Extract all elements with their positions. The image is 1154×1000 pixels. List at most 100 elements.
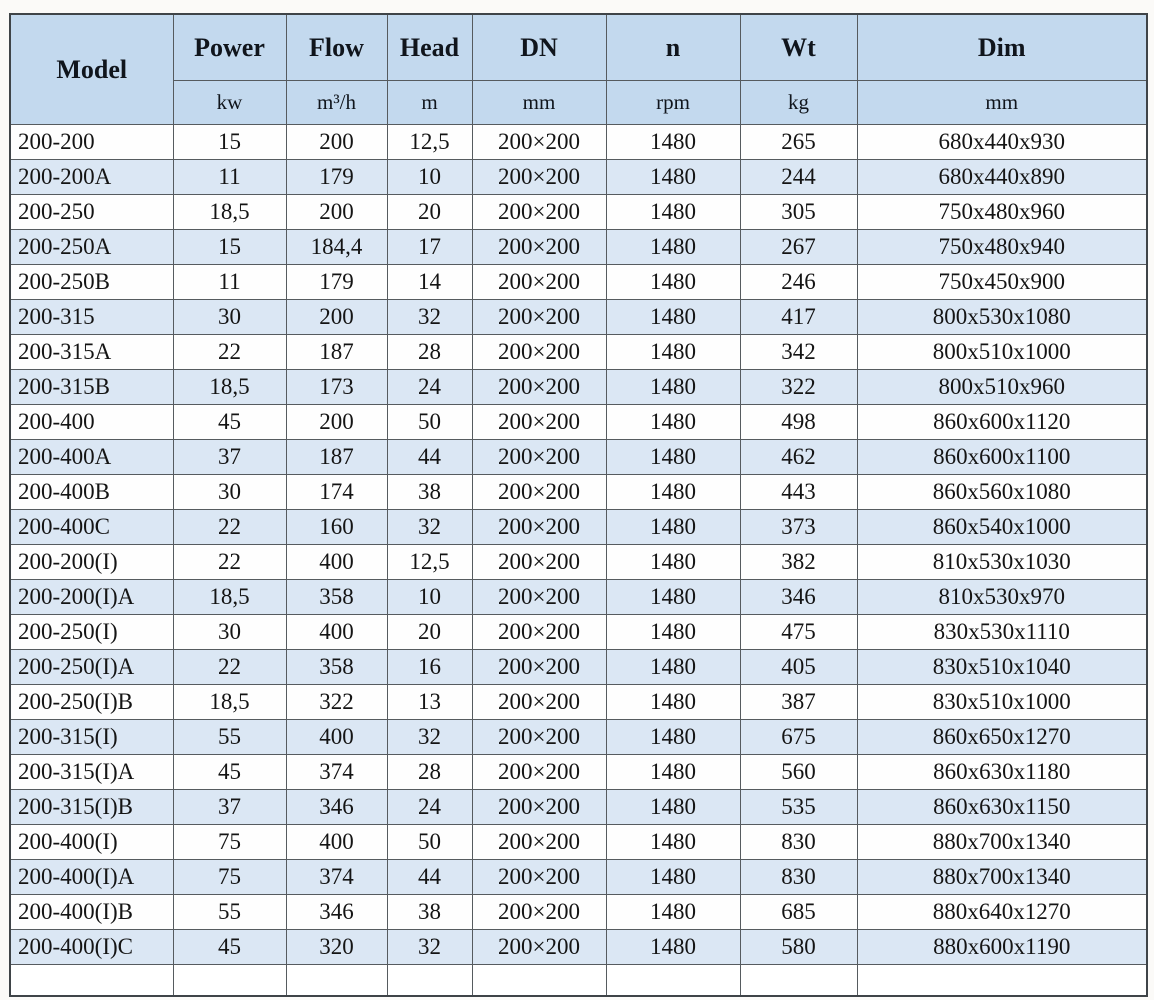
cell-model: 200-315(I)B bbox=[9, 789, 174, 825]
cell-wt: 498 bbox=[739, 404, 858, 440]
cell-dn: 200×200 bbox=[471, 579, 607, 615]
cell-model: 200-200(I) bbox=[9, 544, 174, 580]
cell-head: 38 bbox=[386, 474, 473, 510]
cell-empty bbox=[285, 964, 388, 997]
cell-power: 55 bbox=[172, 719, 287, 755]
cell-dn: 200×200 bbox=[471, 439, 607, 475]
table-row: 200-400(I)B 55 346 38 200×200 1480 685 880x640x… bbox=[9, 894, 1148, 930]
cell-model: 200-400C bbox=[9, 509, 174, 545]
table-row: 200-250(I)A 22 358 16 200×200 1480 405 830x510x… bbox=[9, 649, 1148, 685]
cell-power: 22 bbox=[172, 544, 287, 580]
cell-dim: 860x560x1080 bbox=[856, 474, 1148, 510]
cell-n: 1480 bbox=[605, 334, 741, 370]
table-row: 200-315B 18,5 173 24 200×200 1480 322 800x510x9… bbox=[9, 369, 1148, 405]
column-header-power: Power bbox=[172, 13, 287, 81]
cell-wt: 346 bbox=[739, 579, 858, 615]
cell-dim: 810x530x1030 bbox=[856, 544, 1148, 580]
cell-model: 200-400(I)A bbox=[9, 859, 174, 895]
cell-n: 1480 bbox=[605, 404, 741, 440]
cell-dn: 200×200 bbox=[471, 544, 607, 580]
cell-power: 30 bbox=[172, 614, 287, 650]
cell-dn: 200×200 bbox=[471, 159, 607, 195]
cell-n: 1480 bbox=[605, 859, 741, 895]
cell-n: 1480 bbox=[605, 159, 741, 195]
cell-power: 30 bbox=[172, 474, 287, 510]
cell-power: 45 bbox=[172, 404, 287, 440]
column-unit-dim: mm bbox=[856, 80, 1148, 125]
cell-wt: 305 bbox=[739, 194, 858, 230]
cell-model: 200-400 bbox=[9, 404, 174, 440]
cell-empty bbox=[605, 964, 741, 997]
table-row: 200-200(I) 22 400 12,5 200×200 1480 382 810x530… bbox=[9, 544, 1148, 580]
cell-wt: 267 bbox=[739, 229, 858, 265]
cell-n: 1480 bbox=[605, 194, 741, 230]
cell-n: 1480 bbox=[605, 719, 741, 755]
cell-dn: 200×200 bbox=[471, 719, 607, 755]
cell-empty bbox=[471, 964, 607, 997]
cell-wt: 417 bbox=[739, 299, 858, 335]
cell-head: 32 bbox=[386, 299, 473, 335]
cell-dim: 810x530x970 bbox=[856, 579, 1148, 615]
table-row: 200-400B 30 174 38 200×200 1480 443 860x560x108… bbox=[9, 474, 1148, 510]
cell-dim: 880x700x1340 bbox=[856, 859, 1148, 895]
cell-power: 15 bbox=[172, 124, 287, 160]
table-row: 200-250(I)B 18,5 322 13 200×200 1480 387 830x51… bbox=[9, 684, 1148, 720]
cell-wt: 342 bbox=[739, 334, 858, 370]
cell-dim: 880x600x1190 bbox=[856, 929, 1148, 965]
cell-head: 50 bbox=[386, 404, 473, 440]
cell-flow: 200 bbox=[285, 404, 388, 440]
cell-flow: 179 bbox=[285, 159, 388, 195]
cell-n: 1480 bbox=[605, 509, 741, 545]
table-row: 200-250A 15 184,4 17 200×200 1480 267 750x480x9… bbox=[9, 229, 1148, 265]
cell-flow: 173 bbox=[285, 369, 388, 405]
cell-power: 37 bbox=[172, 439, 287, 475]
cell-n: 1480 bbox=[605, 684, 741, 720]
cell-empty bbox=[9, 964, 174, 997]
table-header: Model Power Flow Head DN n Wt Dim kw m³/… bbox=[9, 13, 1148, 125]
cell-n: 1480 bbox=[605, 824, 741, 860]
column-unit-dn: mm bbox=[471, 80, 607, 125]
cell-n: 1480 bbox=[605, 474, 741, 510]
cell-dim: 800x530x1080 bbox=[856, 299, 1148, 335]
cell-power: 45 bbox=[172, 754, 287, 790]
cell-n: 1480 bbox=[605, 929, 741, 965]
cell-power: 45 bbox=[172, 929, 287, 965]
table-row: 200-315(I)B 37 346 24 200×200 1480 535 860x630x… bbox=[9, 789, 1148, 825]
cell-dn: 200×200 bbox=[471, 124, 607, 160]
column-unit-n: rpm bbox=[605, 80, 741, 125]
table-row: 200-400A 37 187 44 200×200 1480 462 860x600x110… bbox=[9, 439, 1148, 475]
cell-n: 1480 bbox=[605, 439, 741, 475]
cell-power: 55 bbox=[172, 894, 287, 930]
cell-model: 200-400(I) bbox=[9, 824, 174, 860]
cell-power: 18,5 bbox=[172, 684, 287, 720]
cell-head: 12,5 bbox=[386, 124, 473, 160]
cell-dim: 860x630x1150 bbox=[856, 789, 1148, 825]
cell-flow: 358 bbox=[285, 649, 388, 685]
table-row: 200-200A 11 179 10 200×200 1480 244 680x440x890 bbox=[9, 159, 1148, 195]
table-container: Model Power Flow Head DN n Wt Dim kw m³/… bbox=[9, 13, 1148, 997]
cell-n: 1480 bbox=[605, 754, 741, 790]
cell-wt: 246 bbox=[739, 264, 858, 300]
cell-head: 32 bbox=[386, 929, 473, 965]
cell-flow: 346 bbox=[285, 789, 388, 825]
cell-flow: 346 bbox=[285, 894, 388, 930]
cell-flow: 374 bbox=[285, 859, 388, 895]
cell-flow: 174 bbox=[285, 474, 388, 510]
cell-dn: 200×200 bbox=[471, 894, 607, 930]
cell-dn: 200×200 bbox=[471, 264, 607, 300]
cell-wt: 685 bbox=[739, 894, 858, 930]
cell-n: 1480 bbox=[605, 264, 741, 300]
cell-flow: 200 bbox=[285, 124, 388, 160]
cell-head: 38 bbox=[386, 894, 473, 930]
cell-model: 200-400A bbox=[9, 439, 174, 475]
cell-model: 200-315B bbox=[9, 369, 174, 405]
cell-dn: 200×200 bbox=[471, 229, 607, 265]
cell-head: 10 bbox=[386, 579, 473, 615]
cell-head: 44 bbox=[386, 439, 473, 475]
pump-specification-table: Model Power Flow Head DN n Wt Dim kw m³/… bbox=[9, 13, 1148, 997]
cell-power: 11 bbox=[172, 159, 287, 195]
cell-wt: 580 bbox=[739, 929, 858, 965]
cell-dim: 860x540x1000 bbox=[856, 509, 1148, 545]
cell-flow: 322 bbox=[285, 684, 388, 720]
cell-power: 30 bbox=[172, 299, 287, 335]
